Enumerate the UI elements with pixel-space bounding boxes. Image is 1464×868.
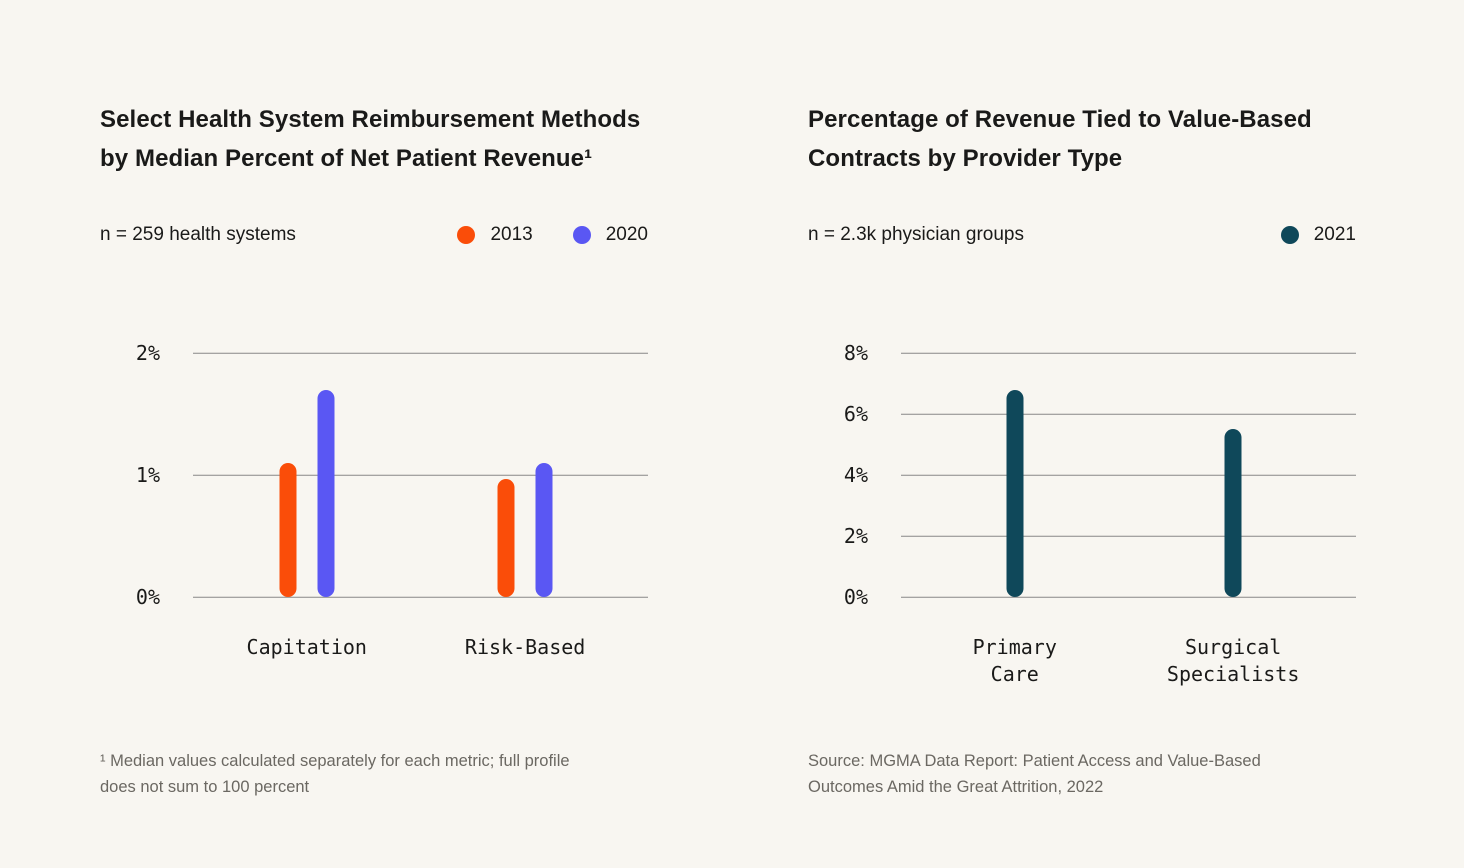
legend: 2013 2020	[457, 224, 648, 246]
legend-item-2020: 2020	[572, 224, 648, 246]
x-label-surgical-specialists: Surgical Specialists	[1166, 635, 1300, 686]
x-label-capitation: Capitation	[246, 635, 367, 659]
legend-label: 2013	[490, 224, 533, 245]
legend-dot-icon	[1280, 226, 1299, 244]
x-label-primary-care: Primary Care	[972, 635, 1057, 686]
chart-footnote: Source: MGMA Data Report: Patient Access…	[808, 752, 1261, 796]
y-tick-label: 4%	[843, 463, 868, 487]
gridline-2%: 2%	[136, 341, 648, 365]
gridline-1%: 1%	[136, 463, 648, 487]
bar-surgical-specialists-2021	[1224, 429, 1242, 597]
y-tick-label: 8%	[843, 341, 868, 365]
legend: 2021	[1280, 224, 1356, 246]
gridline-2%: 2%	[844, 524, 1356, 548]
bar-risk-based-2020	[535, 462, 553, 597]
y-tick-label: 0%	[135, 585, 160, 609]
y-tick-label: 2%	[843, 524, 868, 548]
bar-capitation-2020	[317, 389, 335, 597]
chart-title: Percentage of Revenue Tied to Value-Base…	[808, 106, 1312, 172]
plot-area: 0% 1% 2%	[136, 341, 648, 609]
x-axis-labels: Capitation Risk-Based	[193, 634, 648, 694]
sample-size-label: n = 2.3k physician groups	[808, 224, 1024, 245]
bar-capitation-2013	[279, 462, 297, 597]
x-axis-labels: Primary Care Surgical Specialists	[901, 634, 1356, 694]
chart-panel-reimbursement-methods: Select Health System Reimbursement Metho…	[100, 0, 660, 868]
x-label-risk-based: Risk-Based	[464, 635, 586, 659]
bar-risk-based-2013	[497, 478, 515, 597]
chart-footnote: ¹ Median values calculated separately fo…	[100, 752, 570, 796]
bar-primary-care-2021	[1006, 389, 1024, 597]
y-tick-label: 6%	[843, 402, 868, 426]
gridline-0%: 0%	[136, 585, 648, 609]
legend-label: 2020	[605, 224, 648, 245]
legend-label: 2021	[1313, 224, 1356, 245]
legend-item-2013: 2013	[457, 224, 533, 246]
plot-area: 0% 2% 4% 6% 8%	[844, 341, 1356, 609]
y-tick-label: 0%	[843, 585, 868, 609]
gridline-4%: 4%	[844, 463, 1356, 487]
gridline-0%: 0%	[844, 585, 1356, 609]
chart-title: Select Health System Reimbursement Metho…	[100, 106, 641, 172]
chart-meta-row: n = 2.3k physician groups 2021	[808, 221, 1356, 249]
y-tick-label: 2%	[135, 341, 160, 365]
legend-dot-icon	[572, 226, 591, 244]
gridline-8%: 8%	[844, 341, 1356, 365]
gridline-6%: 6%	[844, 402, 1356, 426]
y-tick-label: 1%	[135, 463, 160, 487]
legend-dot-icon	[457, 226, 476, 244]
legend-item-2021: 2021	[1280, 224, 1356, 246]
chart-panel-value-based-revenue: Percentage of Revenue Tied to Value-Base…	[808, 0, 1368, 868]
chart-meta-row: n = 259 health systems 2013 2020	[100, 221, 648, 249]
sample-size-label: n = 259 health systems	[100, 224, 296, 245]
